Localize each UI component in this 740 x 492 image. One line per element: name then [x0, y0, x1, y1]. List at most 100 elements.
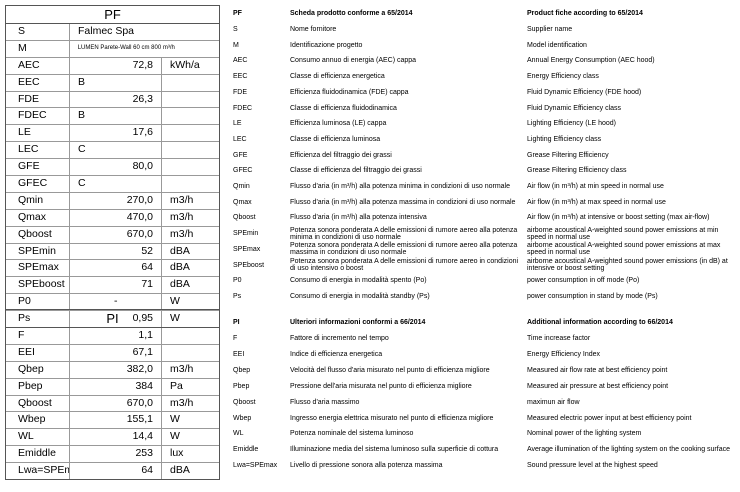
table-row: P0- W — [6, 294, 219, 312]
info-cell: Ps — [233, 292, 242, 300]
row-unit: dBA — [170, 244, 190, 257]
info-cell: SPEboost — [233, 261, 265, 269]
info-row: Lwa=SPEmax Livello di pressione sonora al… — [0, 458, 740, 473]
row-value: 17,6 — [70, 125, 162, 142]
row-value: C — [70, 176, 162, 192]
table-row: SPEmax 64 dBA — [6, 260, 219, 278]
info-row: P0 Consumo di energia in modalità spento … — [0, 273, 740, 288]
info-cell: Flusso d'aria massimo — [290, 398, 360, 406]
info-row: Qmin Flusso d'aria (in m³/h) alla potenza… — [0, 179, 740, 194]
info-cell: Fattore di incremento nel tempo — [290, 335, 389, 342]
info-cell: Fluid Dynamic Efficiency (FDE hood) — [527, 88, 642, 96]
table-row: Ps 0,95 W — [6, 311, 219, 328]
row-value: B — [70, 108, 162, 125]
info-cell: Potenza sonora ponderata A delle emissio… — [290, 242, 518, 257]
info-cell: S — [233, 26, 238, 33]
row-unit: m3/h — [170, 227, 194, 240]
info-cell: Scheda prodotto conforme a 65/2014 — [290, 10, 413, 17]
info-cell: LE — [233, 120, 242, 128]
row-label: EEI — [6, 344, 70, 361]
row-value: 64 — [70, 463, 162, 480]
info-cell: Pressione dell'aria misurata nel punto d… — [290, 382, 472, 390]
row-label: LEC — [6, 142, 70, 159]
info-cell: Consumo di energia in modalità spento (P… — [290, 277, 427, 285]
info-row: WL Potenza nominale del sistema luminoso N… — [0, 426, 740, 441]
info-cell: Flusso d'aria (in m³/h) alla potenza int… — [290, 214, 427, 222]
info-cell: Potenza nominale del sistema luminoso — [290, 430, 414, 438]
info-row: PI Ulteriori informazioni conformi a 66/2… — [0, 315, 740, 330]
table-row: LE 17,6 — [6, 125, 219, 143]
row-value: 384 — [70, 378, 162, 395]
row-label: Qmax — [6, 209, 70, 226]
row-label: EEC — [6, 74, 70, 91]
row-value: 72,8 — [70, 57, 162, 74]
row-value: 382,0 — [70, 361, 162, 378]
info-row: SPEmin Potenza sonora ponderata A delle e… — [0, 226, 740, 241]
info-row: SPEmax Potenza sonora ponderata A delle e… — [0, 242, 740, 257]
row-label: GFE — [6, 159, 70, 176]
info-cell: Measured electric power input at best ef… — [527, 414, 692, 422]
table-row: AEC 72,8 kWh/a — [6, 57, 219, 75]
row-label: Qboost — [6, 226, 70, 243]
info-cell: Potenza sonora ponderata A delle emissio… — [290, 226, 518, 241]
table-row: GFEC C — [6, 176, 219, 193]
row-value: 253 — [70, 446, 162, 463]
table-title: PF — [6, 6, 219, 24]
row-unit: dBA — [170, 464, 190, 477]
table-row: SPEmin 52 dBA — [6, 243, 219, 261]
table-row: WL 14,4 W — [6, 429, 219, 447]
info-cell: Qbep — [233, 366, 251, 374]
row-value: 0,95 — [70, 311, 162, 328]
info-cell: SPEmax — [233, 245, 261, 253]
info-cell: Potenza sonora ponderata A delle emissio… — [290, 258, 519, 272]
info-cell: Illuminazione media del sistema luminoso… — [290, 446, 499, 454]
info-cell: Qboost — [233, 214, 256, 222]
table-row: Qboost 670,0 m3/h — [6, 395, 219, 413]
info-cell: F — [233, 335, 238, 342]
table-row: Qboost 670,0 m3/h — [6, 226, 219, 244]
info-cell: Annual Energy Consumption (AEC hood) — [527, 57, 655, 65]
info-cell: Average illumination of the lighting sys… — [527, 446, 730, 454]
row-unit: dBA — [170, 278, 190, 291]
info-cell: Nome fornitore — [290, 26, 337, 33]
row-label: LE — [6, 125, 70, 142]
info-cell: airborne acoustical A-weighted sound pow… — [527, 226, 719, 241]
table-row: SPEboost 71 dBA — [6, 277, 219, 295]
info-cell: airborne acoustical A-weighted sound pow… — [527, 242, 721, 257]
row-value: 52 — [70, 243, 162, 260]
row-value: - — [70, 294, 162, 311]
row-value: 64 — [70, 260, 162, 277]
row-label: AEC — [6, 57, 70, 74]
row-unit: m3/h — [170, 193, 194, 206]
info-cell: Qmax — [233, 198, 252, 206]
row-label: Lwa=SPEmax — [6, 463, 70, 480]
info-cell: Indice di efficienza energetica — [290, 350, 383, 358]
info-cell: PF — [233, 10, 242, 17]
row-label: Emiddle — [6, 446, 70, 463]
row-unit: W — [170, 295, 180, 308]
info-cell: Flusso d'aria (in m³/h) alla potenza min… — [290, 183, 510, 190]
info-cell: Energy Efficiency Index — [527, 350, 601, 358]
info-cell: Ingresso energia elettrica misurato nel … — [290, 414, 494, 422]
table-row: Wbep 155,1 W — [6, 412, 219, 430]
info-row: Qbep Velocità del flusso d'aria misurato … — [0, 363, 740, 378]
info-row: GFEC Classe di efficienza del filtraggio … — [0, 163, 740, 178]
row-label: WL — [6, 429, 70, 446]
info-row: PF Scheda prodotto conforme a 65/2014 Prod… — [0, 6, 740, 21]
info-cell: Measured air flow rate at best efficienc… — [527, 366, 668, 374]
info-cell: airborne acoustical A-weighted sound pow… — [527, 258, 728, 272]
info-cell: Lighting Efficiency (LE hood) — [527, 120, 616, 128]
row-label: S — [6, 24, 70, 40]
table-row: M LUMEN Parete-Wall 60 cm 800 m³/h — [6, 40, 219, 58]
info-cell: Wbep — [233, 414, 252, 422]
info-cell: Fluid Dynamic Efficiency class — [527, 104, 622, 112]
row-label: Qbep — [6, 361, 70, 378]
value-table: PI F 1,1 EEI 67,1 Qbep 382,0 m3/h Pbep 384 Pa Qboos… — [5, 309, 220, 481]
info-row: S Nome fornitore Supplier name — [0, 22, 740, 37]
row-label: GFEC — [6, 176, 70, 192]
info-cell: Efficienza fluidodinamica (FDE) cappa — [290, 88, 409, 96]
info-row: FDEC Classe di efficienza fluidodinamica F… — [0, 101, 740, 116]
info-cell: Grease Filtering Efficiency class — [527, 167, 627, 175]
table-row: EEI 67,1 — [6, 344, 219, 362]
row-label: FDEC — [6, 108, 70, 125]
